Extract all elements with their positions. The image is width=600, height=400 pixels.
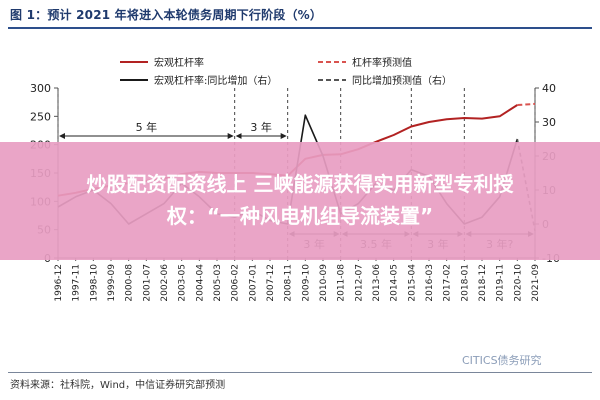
x-tick-label: 2018-01	[460, 264, 470, 302]
x-tick-label: 2005-03	[213, 264, 223, 302]
source-note: 资料来源：社科院，Wind，中信证券研究部预测	[10, 380, 226, 391]
x-tick-label: 2020-10	[513, 264, 523, 302]
x-tick-label: 2010-09	[319, 264, 329, 302]
cycle-label: 3 年	[250, 120, 272, 134]
x-tick-label: 2017-02	[443, 264, 453, 302]
overlay-line-2: 权：“一种风电机组导流装置”	[166, 204, 434, 228]
x-tick-label: 2021-09	[531, 264, 541, 302]
x-tick-label: 2013-06	[372, 264, 382, 302]
y-left-tick-label: 300	[30, 82, 51, 95]
title-divider	[8, 27, 592, 29]
x-tick-label: 2012-07	[354, 264, 364, 302]
x-tick-label: 2019-11	[496, 264, 506, 302]
legend-label: 同比增加预测值（右）	[352, 74, 452, 87]
x-tick-label: 1997-11	[72, 264, 82, 302]
x-tick-label: 2009-10	[301, 264, 311, 302]
legend-label: 宏观杠杆率:同比增加（右）	[154, 74, 277, 87]
legend-label: 杠杆率预测值	[352, 56, 412, 69]
watermark: CITICS债务研究	[462, 354, 542, 367]
y-right-tick-label: 40	[542, 82, 556, 95]
x-tick-label: 2016-03	[425, 264, 435, 302]
x-tick-label: 2007-01	[248, 264, 258, 302]
x-tick-label: 2011-08	[337, 264, 347, 302]
x-tick-label: 2015-04	[407, 264, 417, 302]
x-tick-label: 2006-02	[231, 264, 241, 302]
legend-label: 宏观杠杆率	[154, 56, 204, 69]
leverage-forecast-line	[517, 102, 536, 106]
cycle-label: 5 年	[136, 120, 158, 134]
source-divider	[8, 372, 592, 373]
x-tick-label: 1998-10	[89, 264, 99, 302]
x-tick-label: 2000-08	[125, 264, 135, 302]
y-right-tick-label: 30	[542, 116, 556, 129]
x-tick-label: 1996-12	[54, 264, 64, 302]
overlay-banner	[0, 142, 600, 260]
overlay-line-1: 炒股配资配资线上 三峡能源获得实用新型专利授	[86, 172, 514, 196]
x-tick-label: 1999-09	[107, 264, 117, 302]
x-tick-label: 2008-11	[284, 264, 294, 302]
x-tick-label: 2007-12	[266, 264, 276, 302]
figure-title: 图 1：预计 2021 年将进入本轮债务周期下行阶段（%）	[10, 8, 323, 22]
y-left-tick-label: 250	[30, 110, 51, 123]
x-tick-label: 2018-12	[478, 264, 488, 302]
x-tick-label: 2004-04	[195, 264, 205, 302]
x-tick-label: 2002-06	[160, 264, 170, 302]
x-tick-label: 2014-05	[390, 264, 400, 302]
x-tick-label: 2003-05	[178, 264, 188, 302]
x-tick-label: 2001-07	[142, 264, 152, 302]
